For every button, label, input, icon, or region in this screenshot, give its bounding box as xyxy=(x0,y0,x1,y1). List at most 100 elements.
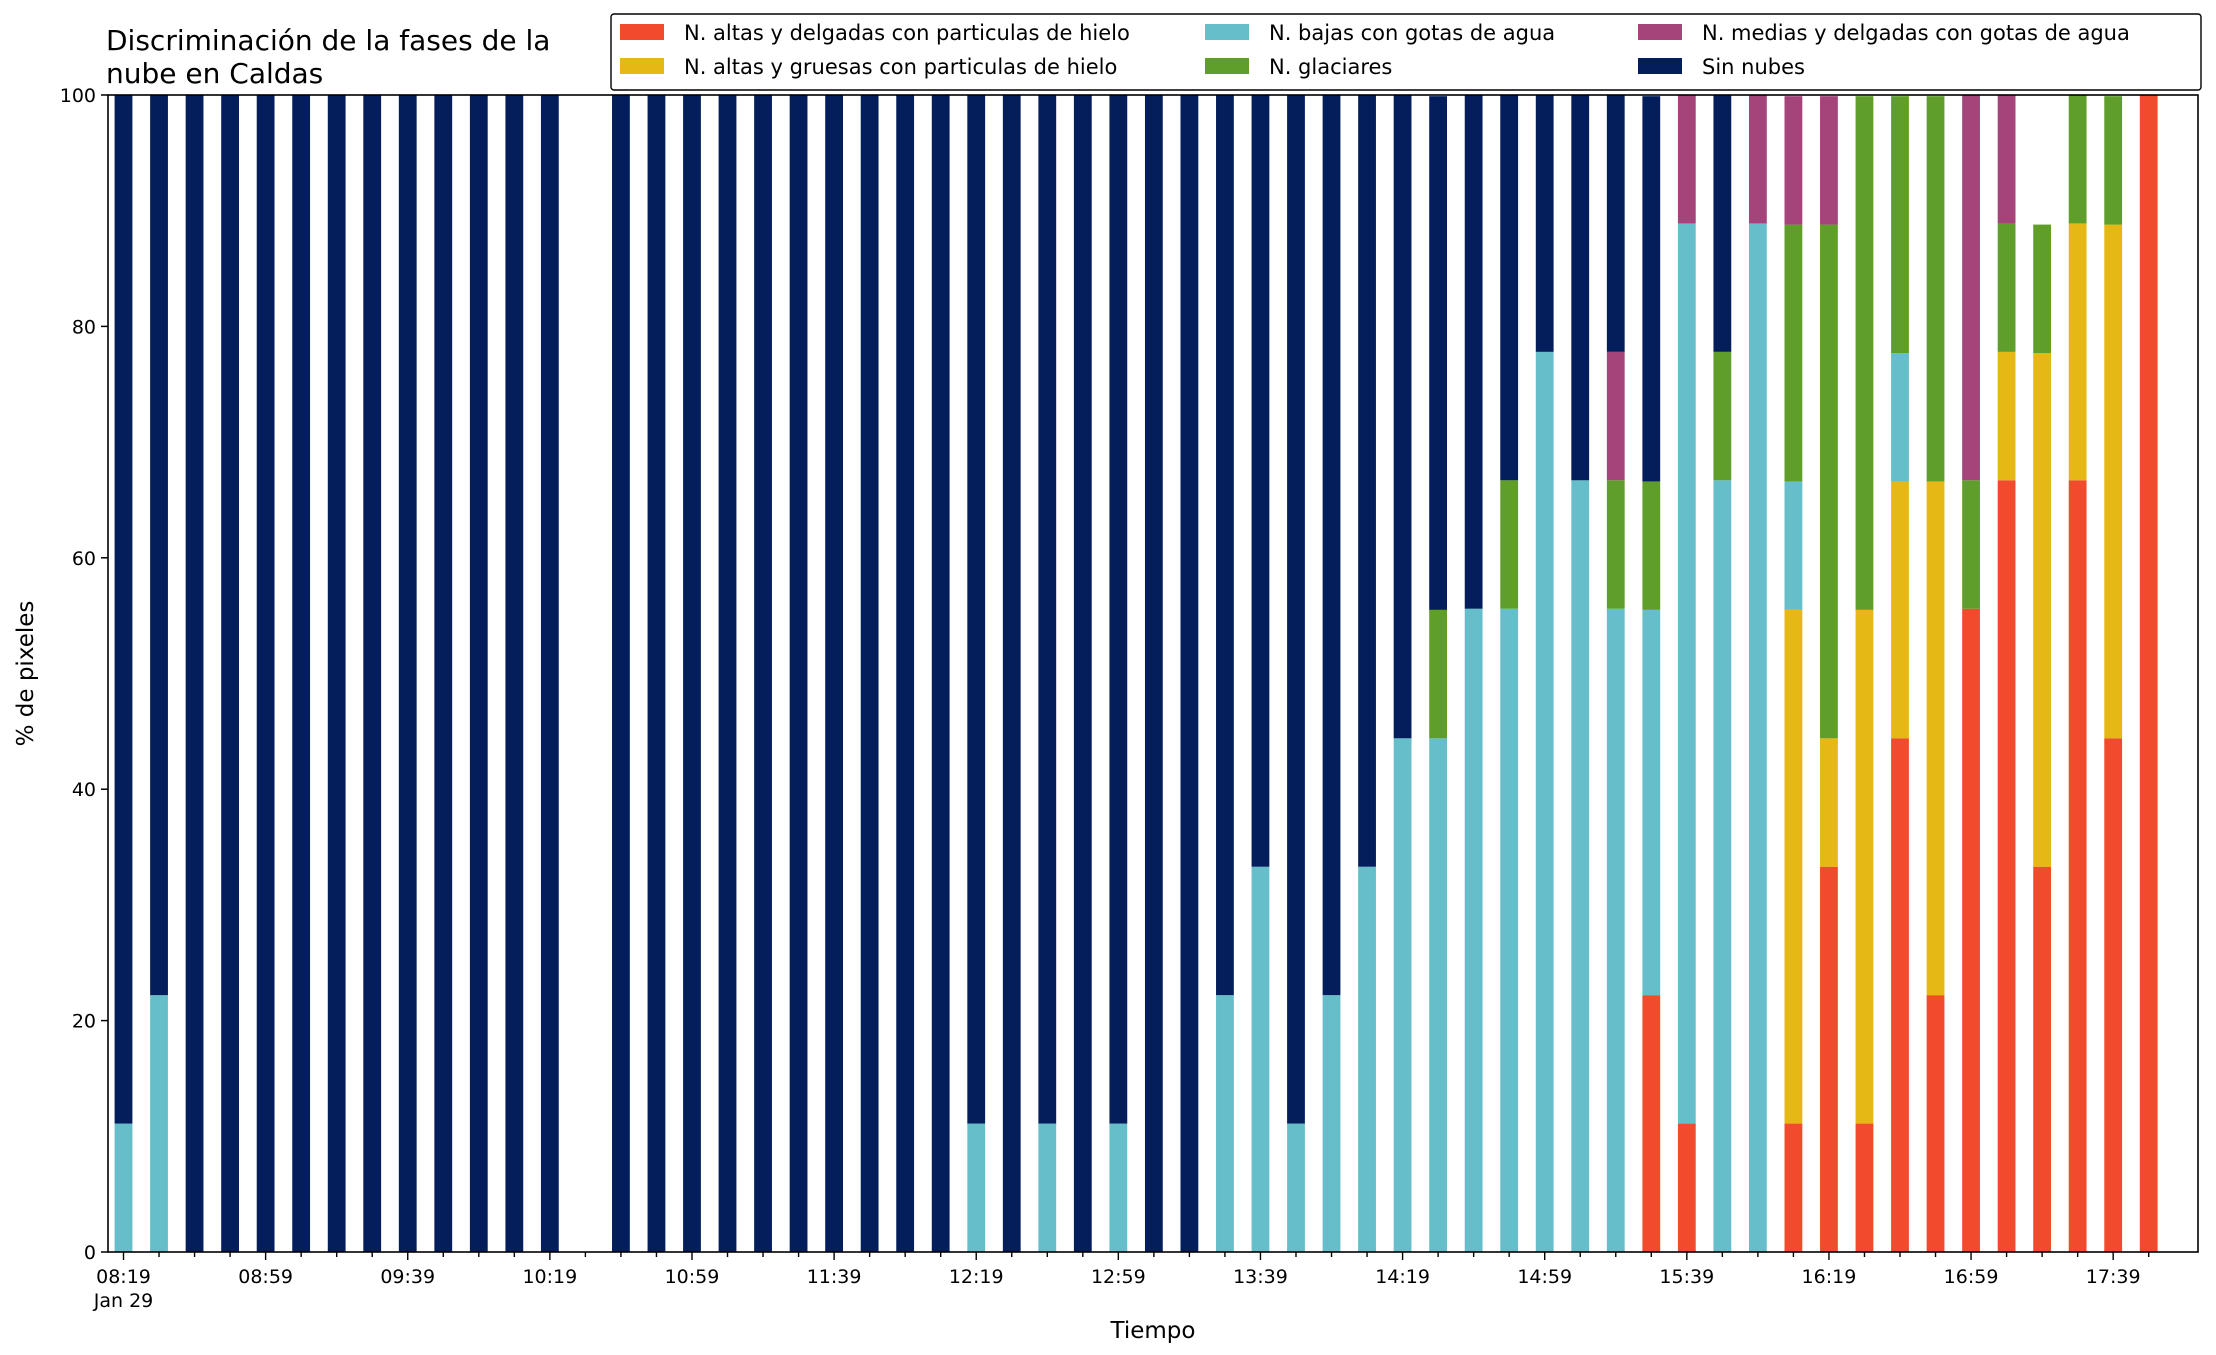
bar-segment xyxy=(1962,608,1980,1252)
bar-segment xyxy=(1606,95,1625,352)
bar-segment xyxy=(1606,351,1625,481)
bar-segment xyxy=(1997,480,2016,1252)
bar-segment xyxy=(1784,609,1803,1124)
bar-segment xyxy=(967,95,986,1124)
bar-segment xyxy=(185,95,204,1252)
legend-swatch xyxy=(1205,24,1249,40)
legend-swatch xyxy=(620,58,664,74)
bar-segment xyxy=(1784,1123,1803,1252)
bar-segment xyxy=(1713,351,1732,481)
bar-segment xyxy=(1642,96,1661,482)
bar-segment xyxy=(1464,608,1483,1252)
x-tick-label: 13:39 xyxy=(1233,1266,1288,1288)
bar-segment xyxy=(150,95,168,996)
bar-segment xyxy=(1820,866,1838,1252)
legend-swatch xyxy=(1205,58,1249,74)
legend-swatch xyxy=(1638,58,1682,74)
bar-segment xyxy=(1358,866,1376,1252)
bar-segment xyxy=(1251,866,1270,1252)
bar-segment xyxy=(2068,95,2087,224)
bar-segment xyxy=(256,95,275,1252)
legend-swatch xyxy=(1638,24,1682,40)
x-tick-label: 10:59 xyxy=(665,1266,720,1288)
bar-segment xyxy=(327,95,346,1252)
x-axis-title: Tiempo xyxy=(1110,1318,1196,1344)
bar-segment xyxy=(1429,96,1448,610)
bar-segment xyxy=(1500,608,1519,1252)
bar-segment xyxy=(1429,609,1448,739)
bar-segment xyxy=(1997,351,2016,481)
bar-segment xyxy=(647,95,666,1252)
bar-segment xyxy=(2068,480,2087,1252)
bar-segment xyxy=(1216,95,1234,996)
bar-segment xyxy=(1713,95,1732,352)
bar-segment xyxy=(114,1123,133,1252)
bar-segment xyxy=(789,95,808,1252)
bar-segment xyxy=(1926,96,1945,482)
bar-segment xyxy=(363,95,382,1252)
bar-segment xyxy=(1784,96,1803,225)
bar-segment xyxy=(1926,481,1945,996)
bar-segment xyxy=(1393,738,1412,1252)
bar-segment xyxy=(1216,995,1234,1252)
bar-segment xyxy=(1891,96,1909,354)
bar-segment xyxy=(1677,1123,1696,1252)
bar-segment xyxy=(1891,353,1909,482)
bar-segment xyxy=(1180,95,1199,1252)
bar-segment xyxy=(1571,95,1590,481)
bar-segment xyxy=(1038,1123,1057,1252)
y-tick-label: 40 xyxy=(72,779,96,801)
bar-segment xyxy=(1997,223,2016,352)
x-tick-label: 10:19 xyxy=(522,1266,577,1288)
x-tick-label: 08:59 xyxy=(238,1266,293,1288)
x-axis: 08:19 08:59 09:39 10:19 10:59 11:39 12:19 12:59… xyxy=(93,1252,2150,1312)
bar-segment xyxy=(1926,995,1945,1252)
bar-segment xyxy=(683,95,701,1252)
bar-segment xyxy=(221,95,239,1252)
legend-swatch xyxy=(620,24,664,40)
legend-label: N. medias y delgadas con gotas de agua xyxy=(1702,21,2130,45)
bar-segment xyxy=(2033,224,2052,354)
bar-segment xyxy=(1251,95,1270,867)
bar-segment xyxy=(1464,95,1483,609)
bar-segment xyxy=(718,95,737,1252)
bar-segment xyxy=(1962,480,1980,609)
bar-segment xyxy=(1855,1123,1874,1252)
x-tick-label: 15:39 xyxy=(1659,1266,1714,1288)
x-tick-label: 08:19 xyxy=(96,1266,151,1288)
chart-title-line-1: Discriminación de la fases de la xyxy=(106,24,550,57)
x-tick-date-label: Jan 29 xyxy=(93,1290,154,1312)
bar-segment xyxy=(2139,95,2158,1252)
bar-segment xyxy=(398,95,417,1252)
bar-segment xyxy=(1606,608,1625,1252)
bar-segment xyxy=(1713,480,1732,1252)
bar-segment xyxy=(2033,866,2052,1252)
x-tick-label: 12:19 xyxy=(949,1266,1004,1288)
legend-label: Sin nubes xyxy=(1702,55,1805,79)
y-tick-label: 80 xyxy=(72,316,96,338)
bar-segment xyxy=(931,95,950,1252)
bar-segment xyxy=(1038,95,1057,1124)
bar-segment xyxy=(1855,609,1874,1124)
bar-segment xyxy=(1571,480,1590,1252)
bar-segment xyxy=(1642,995,1661,1252)
bar-segment xyxy=(1784,481,1803,610)
y-tick-label: 60 xyxy=(72,548,96,570)
bar-segment xyxy=(469,95,488,1252)
x-tick-label: 14:19 xyxy=(1375,1266,1430,1288)
bar-segment xyxy=(860,95,879,1252)
bar-segment xyxy=(612,95,630,1252)
legend-label: N. altas y gruesas con particulas de hie… xyxy=(684,55,1117,79)
y-axis: 0 20 40 60 80 100 xyxy=(60,85,108,1264)
bar-segment xyxy=(1962,95,1980,481)
bar-segment xyxy=(1891,481,1909,739)
bar-segment xyxy=(2068,223,2087,481)
bar-segment xyxy=(1642,609,1661,996)
chart-title-line-2: nube en Caldas xyxy=(106,57,323,90)
x-tick-label: 11:39 xyxy=(807,1266,862,1288)
y-tick-label: 0 xyxy=(84,1242,96,1264)
bar-segment xyxy=(825,95,843,1252)
bar-segment xyxy=(1820,96,1838,225)
bar-segment xyxy=(505,95,524,1252)
bar-segment xyxy=(1535,351,1554,1253)
